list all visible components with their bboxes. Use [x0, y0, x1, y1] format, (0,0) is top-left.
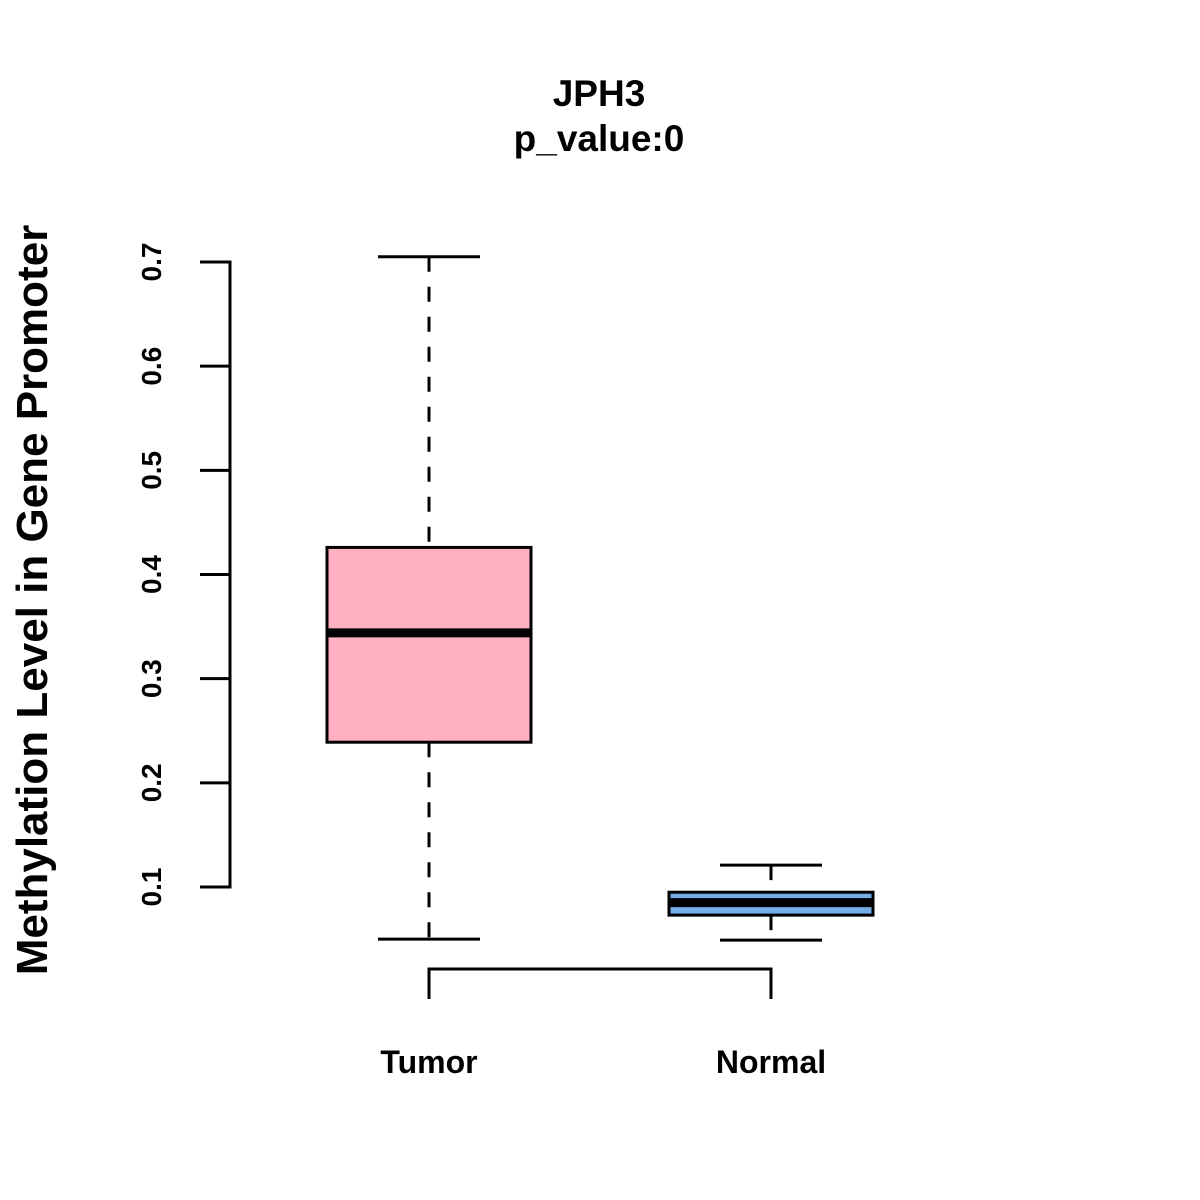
y-axis: 0.1 0.2 0.3 0.4 0.5 0.6 0.7: [136, 243, 232, 907]
chart-subtitle: p_value:0: [514, 118, 685, 159]
x-tick-label: Normal: [716, 1044, 826, 1080]
y-tick-label: 0.4: [136, 555, 167, 594]
box-body: [325, 545, 533, 744]
box-tumor: [325, 255, 533, 941]
y-tick-label: 0.5: [136, 451, 167, 490]
chart-title: JPH3: [553, 73, 646, 114]
boxes: [325, 255, 875, 942]
y-axis-label: Methylation Level in Gene Promoter: [8, 225, 57, 976]
y-tick-label: 0.2: [136, 763, 167, 802]
box-normal: [667, 863, 875, 942]
y-tick-label: 0.7: [136, 243, 167, 282]
y-tick-label: 0.3: [136, 659, 167, 698]
x-tick-label: Tumor: [380, 1044, 477, 1080]
y-tick-label: 0.1: [136, 868, 167, 907]
y-tick-label: 0.6: [136, 347, 167, 386]
x-axis: Tumor Normal: [380, 967, 826, 1080]
